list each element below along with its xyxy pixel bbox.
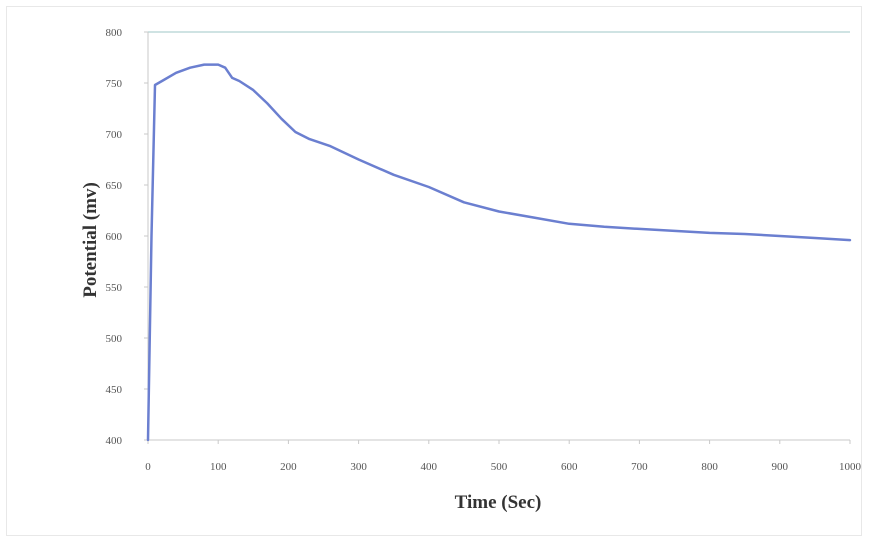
y-tick-label: 450 — [106, 384, 123, 396]
x-tick-label: 300 — [350, 461, 367, 473]
x-tick-label: 0 — [145, 461, 151, 473]
y-tick-label: 800 — [106, 27, 123, 39]
chart-axes — [147, 32, 850, 441]
x-tick-label: 1000 — [839, 461, 862, 473]
y-axis-title: Potential (mv) — [80, 182, 101, 298]
y-tick-label: 750 — [106, 78, 123, 90]
y-tick-label: 600 — [106, 231, 123, 243]
series-line — [146, 63, 852, 442]
x-tick-label: 900 — [772, 461, 789, 473]
x-tick-label: 700 — [631, 461, 648, 473]
series-layer — [146, 63, 852, 442]
x-axis-title: Time (Sec) — [455, 492, 542, 513]
y-tick-label: 650 — [106, 180, 123, 192]
y-tick-label: 400 — [106, 435, 123, 447]
y-tick-label: 550 — [106, 282, 123, 294]
chart-frame — [6, 6, 862, 536]
x-tick-label: 500 — [491, 461, 508, 473]
x-tick-label: 100 — [210, 461, 227, 473]
x-axis-ticks: 0 100 200 300 400 500 600 700 800 900 1000 — [145, 440, 862, 473]
y-axis-ticks: 400 450 500 550 600 650 700 750 800 — [106, 27, 148, 447]
x-tick-label: 400 — [421, 461, 438, 473]
x-tick-label: 200 — [280, 461, 297, 473]
x-tick-label: 800 — [701, 461, 718, 473]
y-tick-label: 500 — [106, 333, 123, 345]
y-tick-label: 700 — [106, 129, 123, 141]
x-tick-label: 600 — [561, 461, 578, 473]
